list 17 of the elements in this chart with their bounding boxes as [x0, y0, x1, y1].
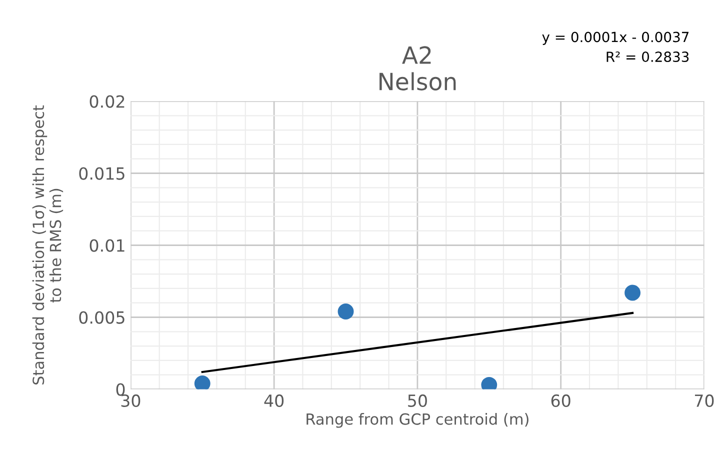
x-tick-label: 30 [121, 394, 140, 408]
x-tick-label: 40 [264, 394, 284, 408]
x-tick-label: 60 [551, 394, 570, 408]
point [194, 376, 210, 390]
y-tick-label: 0.015 [79, 167, 124, 180]
point [338, 304, 354, 320]
y-axis-title: Standard deviation (1σ) with respect to the RMS (m) [32, 105, 64, 384]
text: y = 0.0001x - 0.0037 R² = 0.2833 [542, 32, 689, 62]
x-tick-label: 50 [408, 394, 427, 408]
point [624, 284, 641, 301]
chart-title: A2 Nelson [380, 46, 456, 90]
x-tick-label: 70 [694, 394, 714, 408]
y-tick-label: 0.005 [79, 311, 124, 324]
y-tick-label: 0.01 [90, 239, 124, 252]
x-axis-title: Range from GCP centroid (m) [306, 413, 528, 428]
y-tick-label: 0 [116, 383, 125, 396]
y-tick-label: 0.02 [90, 95, 124, 108]
